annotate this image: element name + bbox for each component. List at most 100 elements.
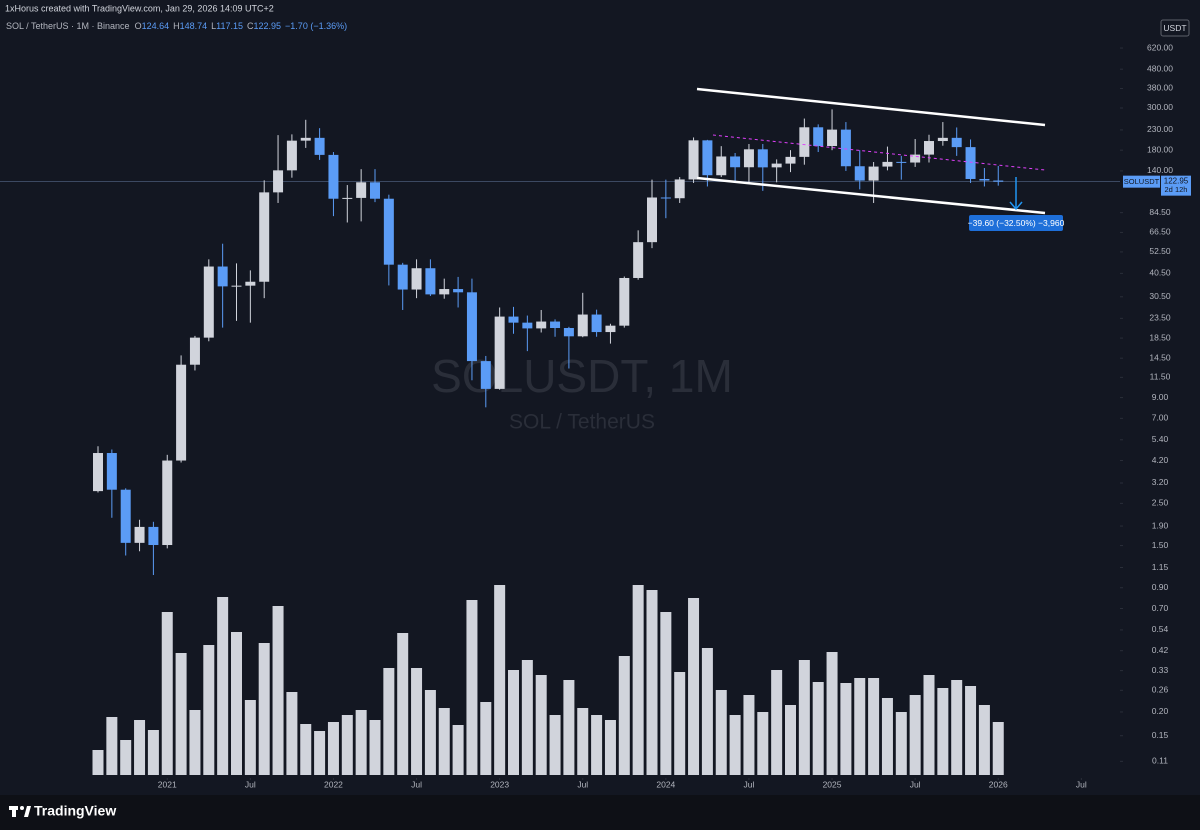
volume-bar	[715, 690, 727, 775]
candle-body	[840, 129, 851, 167]
y-tick-label: 5.40	[1152, 434, 1169, 444]
y-tick-label: 9.00	[1152, 392, 1169, 402]
ohlc-value: 122.95	[254, 21, 282, 31]
annotation: −39.60 (−32.50%) −3,960	[968, 218, 1065, 228]
plot-area	[0, 109, 1120, 775]
logo	[9, 806, 31, 817]
volume-bar	[189, 710, 201, 775]
candle-body	[134, 526, 145, 543]
volume-bar	[951, 680, 963, 775]
volume-bar	[895, 712, 907, 775]
volume-bar	[881, 698, 893, 775]
candle-body	[494, 316, 505, 389]
currency[interactable]: USDT	[1163, 23, 1186, 33]
volume-bar	[646, 590, 658, 775]
candle-body	[383, 198, 394, 265]
candle-body	[813, 127, 824, 147]
logo-part	[24, 806, 31, 817]
candle-body	[411, 268, 422, 290]
candle-body	[453, 289, 464, 293]
currency-box[interactable]	[1160, 19, 1190, 37]
volume-bar	[286, 692, 298, 775]
x-tick-label: Jul	[577, 779, 588, 789]
candle-body	[245, 281, 256, 286]
logo-part	[12, 806, 16, 817]
candle-body	[314, 137, 325, 155]
candle-body	[854, 166, 865, 181]
candle-body	[910, 154, 921, 163]
volume-bar	[134, 720, 146, 775]
x-tick-label: 2021	[158, 779, 177, 789]
y-tick-label: 180.00	[1147, 144, 1173, 154]
candle-body	[550, 321, 561, 329]
y-tick-label: 1.90	[1152, 520, 1169, 530]
volume-bar	[978, 705, 990, 775]
candle-body	[480, 361, 491, 389]
x-tick-label: 2024	[656, 779, 675, 789]
candle-body	[619, 277, 630, 326]
candle-body	[688, 140, 699, 180]
volume-bar	[604, 720, 616, 775]
volume-bar	[106, 717, 118, 775]
dashed-trend-line	[712, 134, 1046, 171]
volume-bar	[868, 678, 880, 775]
ohlc-label: C	[247, 21, 254, 31]
volume-bar	[632, 585, 644, 775]
candle-body	[439, 289, 450, 295]
y-tick-label: 1.50	[1152, 540, 1169, 550]
volume-bar	[411, 668, 423, 775]
volume-bar	[660, 612, 672, 775]
volume-bar	[508, 670, 519, 775]
candle-body	[203, 266, 214, 338]
candle-body	[522, 322, 533, 329]
candle-body	[882, 161, 893, 167]
candle-body	[896, 161, 907, 163]
volume-bar	[383, 668, 395, 775]
volume-bar	[397, 633, 409, 775]
candle-body	[425, 268, 436, 295]
y-tick-label: 0.15	[1152, 730, 1169, 740]
volume-bar	[618, 656, 630, 775]
candle-body	[827, 129, 838, 147]
volume-bar	[480, 702, 492, 775]
candle-body	[93, 453, 103, 492]
ohlc-value: 124.64	[142, 21, 170, 31]
volume-bar	[701, 648, 713, 775]
volume-bar	[355, 710, 367, 775]
volume-bar	[688, 598, 700, 775]
x-tick-label: 2025	[823, 779, 842, 789]
volume-bar	[923, 675, 935, 775]
candle-body	[273, 170, 284, 193]
candle-body	[356, 182, 367, 198]
volume-bar	[674, 672, 686, 775]
volume-bar	[217, 597, 229, 775]
candle-body	[397, 264, 408, 290]
volume-bar	[535, 675, 547, 775]
volume-bar	[258, 643, 270, 775]
x-tick-label: Jul	[1076, 779, 1087, 789]
volume-bar	[92, 750, 104, 775]
volume-bar	[203, 645, 215, 775]
ohlc-label: L	[211, 21, 216, 31]
y-tick-label: 4.20	[1152, 455, 1169, 465]
candle-body	[106, 453, 117, 490]
price-label-box	[1161, 175, 1191, 196]
y-tick-label: 0.26	[1152, 685, 1169, 695]
volume-bar	[729, 715, 741, 775]
volume-bar	[909, 695, 921, 775]
volume-bar	[438, 708, 450, 775]
x-tick-label: Jul	[245, 779, 256, 789]
volume-bar	[120, 740, 132, 775]
x-tick-label: 2026	[989, 779, 1008, 789]
volume-bar	[549, 715, 561, 775]
volume-bar	[757, 712, 769, 775]
ohlc-label: H	[173, 21, 180, 31]
y-tick-label: 0.20	[1152, 706, 1169, 716]
author-note: 1xHorus created with TradingView.com, Ja…	[5, 3, 274, 13]
y-tick-label: 0.33	[1152, 665, 1169, 675]
candle-body	[757, 149, 768, 168]
candle-body	[563, 328, 574, 337]
volume-bar	[840, 683, 852, 775]
y-tick-label: 0.42	[1152, 645, 1169, 655]
x-tick-label: Jul	[411, 779, 422, 789]
